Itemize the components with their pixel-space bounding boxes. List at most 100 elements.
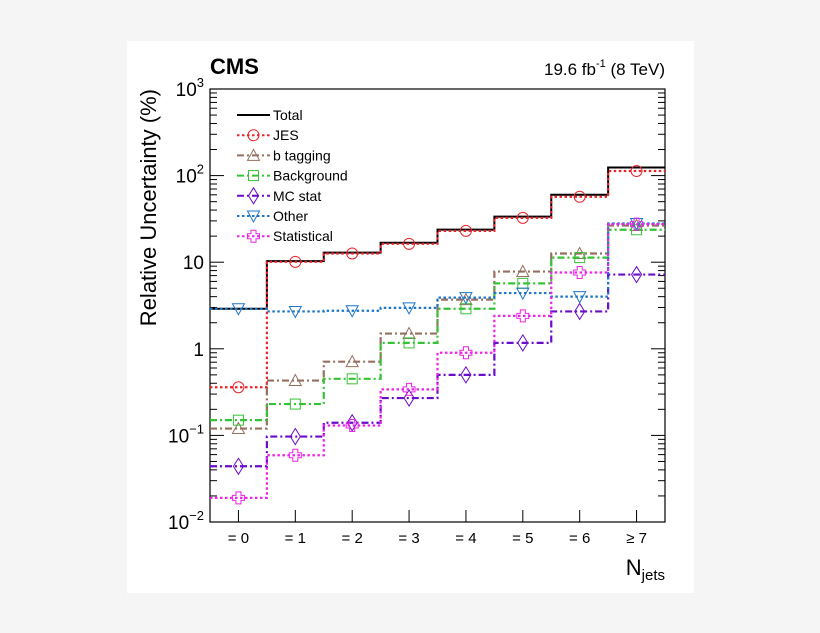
data-point — [515, 264, 530, 278]
x-tick-label: = 0 — [228, 530, 249, 547]
data-point — [289, 398, 301, 410]
data-point — [573, 266, 587, 280]
x-tick-label: = 3 — [398, 530, 419, 547]
data-point — [460, 365, 472, 384]
y-tick-base: 10 — [183, 253, 204, 274]
series-line — [210, 273, 665, 468]
figure: 103 102 10 1 10−1 10−2 = 0 = 1 = 2 = 3 = 4 = 5 = 6 ≥ … — [127, 41, 694, 593]
data-point — [346, 373, 358, 385]
lumi-energy: (8 TeV) — [606, 60, 665, 79]
data-point — [459, 292, 473, 305]
data-point — [288, 373, 303, 387]
data-point — [459, 224, 472, 237]
data-point — [517, 333, 529, 352]
data-point — [573, 190, 586, 203]
lumi-label: 19.6 fb-1 (8 TeV) — [544, 58, 665, 79]
legend-marker — [247, 129, 260, 142]
legend-marker — [248, 170, 259, 182]
data-point — [403, 237, 416, 250]
legend-label: Background — [273, 168, 348, 184]
legend-marker — [247, 186, 260, 205]
data-point — [630, 265, 643, 284]
x-axis-label: Njets — [626, 555, 665, 584]
x-tick-label: = 2 — [342, 530, 363, 547]
plot-frame — [209, 88, 666, 523]
x-label-main: N — [626, 555, 642, 580]
data-point — [402, 382, 416, 396]
lumi-value: 19.6 fb — [544, 60, 596, 79]
legend-marker — [246, 148, 261, 161]
legend-marker — [246, 210, 261, 224]
legend-label: b tagging — [273, 147, 331, 163]
data-point — [403, 389, 415, 407]
y-tick-base: 10 — [176, 167, 197, 188]
data-point — [515, 287, 530, 301]
y-tick-exp: 2 — [197, 162, 204, 177]
data-point — [289, 427, 301, 446]
y-tick-label: 10−1 — [168, 421, 204, 447]
data-point — [346, 413, 358, 432]
y-tick-label: 102 — [176, 162, 204, 188]
legend-label: Other — [273, 208, 308, 224]
series-line — [210, 228, 665, 422]
data-point — [574, 302, 586, 321]
x-label-sub: jets — [641, 567, 665, 584]
legend-label: MC stat — [273, 188, 321, 204]
chart-title: CMS — [210, 54, 259, 79]
data-point — [231, 421, 246, 435]
y-tick-base: 10 — [168, 426, 189, 447]
series-jes — [210, 169, 665, 389]
data-point — [572, 291, 587, 304]
y-tick-base: 10 — [168, 513, 189, 534]
data-point — [459, 346, 473, 360]
data-point — [516, 309, 530, 323]
legend-label: Statistical — [273, 228, 333, 244]
data-point — [630, 217, 644, 231]
y-tick-label: 1 — [193, 340, 204, 361]
series-background — [210, 228, 665, 422]
data-point — [402, 326, 416, 340]
legend-label: Total — [273, 107, 303, 123]
data-point — [232, 457, 245, 476]
y-tick-exp: −2 — [189, 508, 204, 523]
data-point — [232, 381, 245, 394]
data-point — [289, 255, 302, 268]
data-point — [232, 414, 244, 426]
data-point — [345, 305, 360, 318]
data-point — [402, 302, 416, 315]
data-point — [231, 303, 246, 316]
x-tick-label: = 4 — [455, 530, 476, 547]
data-point — [516, 211, 529, 224]
series-b-tagging — [210, 224, 665, 430]
y-tick-exp: −1 — [189, 421, 204, 436]
data-point — [345, 354, 360, 368]
series-line — [210, 224, 665, 430]
y-tick-label: 10 — [183, 253, 204, 274]
data-point — [288, 305, 303, 319]
x-tick-label: = 5 — [512, 530, 533, 547]
x-tick-label: ≥ 7 — [626, 530, 647, 547]
y-axis-label: Relative Uncertainty (%) — [136, 89, 161, 326]
data-point — [231, 491, 245, 505]
data-point — [574, 252, 586, 264]
lumi-exp: -1 — [596, 58, 606, 70]
x-tick-label: = 1 — [285, 530, 306, 547]
series-line — [210, 169, 665, 389]
y-tick-label: 10−2 — [168, 508, 204, 534]
data-point — [403, 337, 415, 349]
y-tick-exp: 3 — [197, 75, 204, 90]
legend-marker — [247, 229, 260, 243]
series-line — [210, 223, 665, 499]
series-mc-stat — [210, 273, 665, 468]
y-tick-label: 103 — [176, 75, 204, 101]
data-point — [345, 419, 359, 433]
series-statistical — [210, 223, 665, 499]
legend-label: JES — [273, 127, 299, 143]
data-point — [346, 247, 359, 260]
x-tick-label: = 6 — [569, 530, 590, 547]
y-tick-base: 1 — [193, 340, 204, 361]
data-point — [630, 165, 643, 178]
data-point — [288, 448, 302, 462]
y-tick-base: 10 — [176, 80, 197, 101]
